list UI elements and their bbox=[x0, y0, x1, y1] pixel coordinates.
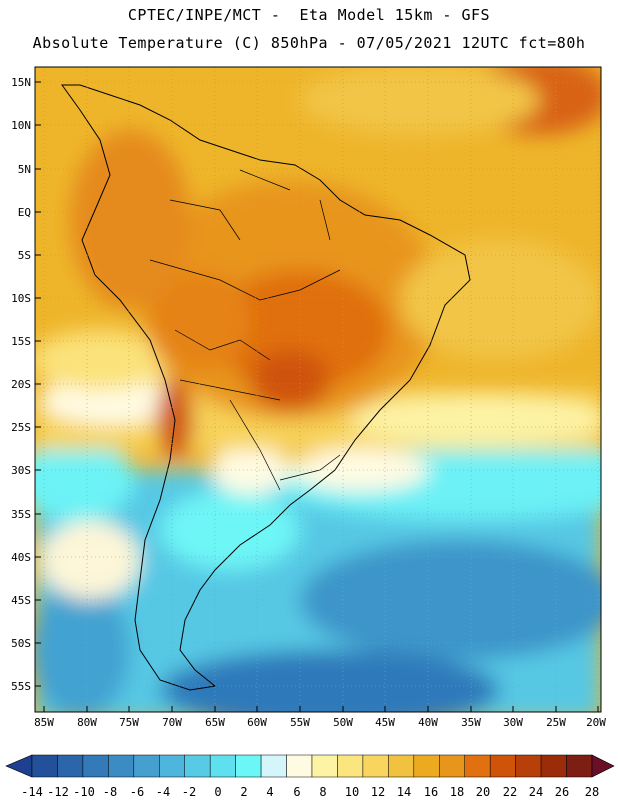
colorbar-tick: -10 bbox=[73, 785, 95, 799]
lat-label: 50S bbox=[11, 637, 31, 650]
colorbar-swatch bbox=[31, 754, 58, 778]
lat-label: 20S bbox=[11, 378, 31, 391]
colorbar-tick: -6 bbox=[130, 785, 144, 799]
colorbar-tick: 14 bbox=[397, 785, 411, 799]
coastline bbox=[61, 84, 471, 691]
lat-label: 15S bbox=[11, 335, 31, 348]
colorbar-tick: 28 bbox=[585, 785, 599, 799]
colorbar-tick: 20 bbox=[476, 785, 490, 799]
lon-label: 30W bbox=[503, 716, 523, 729]
colorbar-tick: -14 bbox=[21, 785, 43, 799]
lat-label: EQ bbox=[18, 206, 31, 219]
colorbar-swatch bbox=[439, 754, 465, 778]
colorbar-tick: 26 bbox=[555, 785, 569, 799]
colorbar-tick: -2 bbox=[182, 785, 196, 799]
lon-label: 85W bbox=[34, 716, 54, 729]
colorbar-tick: 12 bbox=[371, 785, 385, 799]
colorbar-tick: 18 bbox=[450, 785, 464, 799]
lon-label: 75W bbox=[119, 716, 139, 729]
colorbar-swatch bbox=[413, 754, 440, 778]
chart-subtitle: Absolute Temperature (C) 850hPa - 07/05/… bbox=[32, 34, 586, 52]
colorbar-swatch bbox=[184, 754, 211, 778]
colorbar-tick: 16 bbox=[424, 785, 438, 799]
lon-label: 80W bbox=[77, 716, 97, 729]
colorbar-tick: 24 bbox=[529, 785, 543, 799]
lat-label: 45S bbox=[11, 594, 31, 607]
lon-label: 70W bbox=[162, 716, 182, 729]
lat-label: 35S bbox=[11, 508, 31, 521]
lon-label: 50W bbox=[333, 716, 353, 729]
colorbar-tick: 6 bbox=[293, 785, 300, 799]
colorbar-swatch bbox=[515, 754, 542, 778]
colorbar-swatch bbox=[159, 754, 185, 778]
lat-label: 25S bbox=[11, 421, 31, 434]
colorbar-tick: 10 bbox=[345, 785, 359, 799]
lat-label: 5N bbox=[18, 163, 31, 176]
colorbar-tick: -4 bbox=[156, 785, 170, 799]
colorbar-tick: 22 bbox=[503, 785, 517, 799]
colorbar-tick: -12 bbox=[47, 785, 69, 799]
colorbar-swatch bbox=[388, 754, 415, 778]
colorbar-swatch bbox=[235, 754, 262, 778]
lat-label: 40S bbox=[11, 551, 31, 564]
lon-label: 45W bbox=[375, 716, 395, 729]
lon-label: 55W bbox=[290, 716, 310, 729]
lon-label: 20W bbox=[586, 716, 606, 729]
colorbar-swatch bbox=[489, 754, 516, 778]
colorbar-swatch bbox=[82, 754, 109, 778]
lon-label: 60W bbox=[247, 716, 267, 729]
colorbar-tick: -8 bbox=[103, 785, 117, 799]
colorbar-tick: 2 bbox=[240, 785, 247, 799]
lat-label: 55S bbox=[11, 680, 31, 693]
colorbar-swatch bbox=[311, 754, 338, 778]
colorbar-swatch bbox=[337, 754, 364, 778]
lat-label: 15N bbox=[11, 76, 31, 89]
colorbar-swatch bbox=[57, 754, 84, 778]
colorbar-arrow-high bbox=[591, 754, 615, 778]
colorbar-swatch bbox=[464, 754, 491, 778]
colorbar-swatch bbox=[133, 754, 160, 778]
colorbar bbox=[5, 754, 615, 778]
country-borders bbox=[149, 169, 341, 491]
lon-label: 35W bbox=[461, 716, 481, 729]
colorbar-arrow-low bbox=[5, 754, 33, 778]
colorbar-tick: 0 bbox=[214, 785, 221, 799]
colorbar-swatch bbox=[540, 754, 567, 778]
lon-label: 25W bbox=[546, 716, 566, 729]
colorbar-swatch bbox=[260, 754, 287, 778]
lat-label: 10S bbox=[11, 292, 31, 305]
lat-label: 30S bbox=[11, 464, 31, 477]
colorbar-tick: 8 bbox=[319, 785, 326, 799]
temperature-field bbox=[35, 67, 601, 712]
colorbar-swatch bbox=[209, 754, 236, 778]
lat-label: 10N bbox=[11, 119, 31, 132]
colorbar-swatch bbox=[108, 754, 135, 778]
lat-label: 5S bbox=[18, 249, 31, 262]
map-frame bbox=[34, 66, 602, 713]
chart-title: CPTEC/INPE/MCT - Eta Model 15km - GFS bbox=[127, 6, 491, 24]
colorbar-swatch bbox=[566, 754, 593, 778]
colorbar-swatch bbox=[286, 754, 313, 778]
colorbar-swatch bbox=[362, 754, 389, 778]
colorbar-tick: 4 bbox=[266, 785, 273, 799]
lon-label: 65W bbox=[205, 716, 225, 729]
lon-label: 40W bbox=[418, 716, 438, 729]
